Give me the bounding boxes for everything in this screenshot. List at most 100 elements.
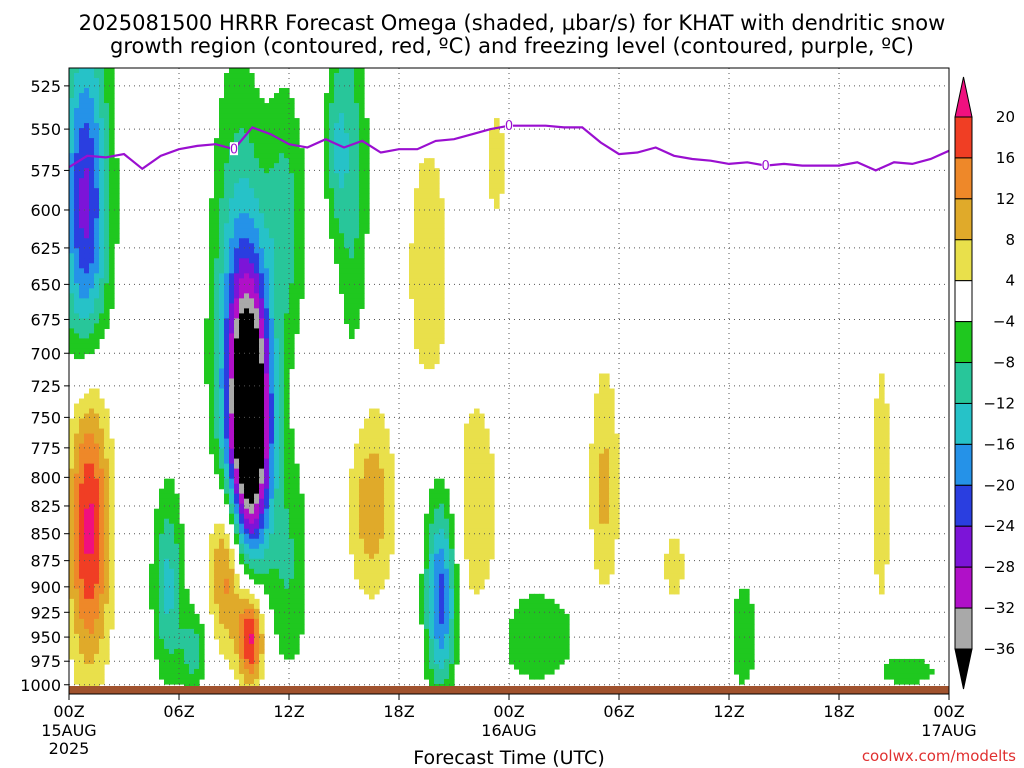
omega-cell xyxy=(249,78,255,84)
omega-cell xyxy=(214,608,220,615)
omega-cell xyxy=(214,258,220,264)
omega-cell xyxy=(279,113,285,119)
omega-cell xyxy=(354,278,360,284)
omega-cell xyxy=(434,578,440,585)
omega-cell xyxy=(604,413,610,420)
omega-cell xyxy=(149,583,155,590)
omega-cell xyxy=(69,318,75,325)
omega-cell xyxy=(274,408,280,415)
omega-cell xyxy=(164,548,170,555)
omega-cell xyxy=(599,558,605,565)
omega-cell xyxy=(474,513,480,520)
omega-cell xyxy=(94,608,100,615)
omega-cell xyxy=(429,168,435,174)
omega-cell xyxy=(359,158,365,164)
omega-cell xyxy=(254,313,260,319)
omega-cell xyxy=(69,113,75,119)
omega-cell xyxy=(99,308,105,314)
omega-cell xyxy=(229,288,235,294)
omega-cell xyxy=(219,433,225,440)
omega-cell xyxy=(264,303,270,309)
omega-cell xyxy=(369,408,375,415)
omega-cell xyxy=(239,223,245,229)
omega-cell xyxy=(104,593,110,600)
omega-cell xyxy=(369,583,375,590)
omega-cell xyxy=(389,523,395,530)
omega-cell xyxy=(364,158,370,164)
omega-cell xyxy=(514,608,520,615)
omega-cell xyxy=(219,288,225,294)
omega-cell xyxy=(234,158,240,164)
omega-cell xyxy=(359,553,365,560)
omega-cell xyxy=(274,623,280,630)
omega-cell xyxy=(274,168,280,174)
omega-cell xyxy=(224,498,230,505)
omega-cell xyxy=(99,313,105,319)
omega-cell xyxy=(374,488,380,495)
omega-cell xyxy=(594,398,600,405)
omega-cell xyxy=(209,433,215,440)
omega-cell xyxy=(194,653,200,660)
omega-cell xyxy=(434,358,440,365)
omega-cell xyxy=(599,523,605,530)
omega-cell xyxy=(344,108,350,114)
omega-cell xyxy=(274,593,280,600)
omega-cell xyxy=(294,523,300,530)
omega-cell xyxy=(604,528,610,535)
omega-cell xyxy=(254,508,260,515)
omega-cell xyxy=(454,573,460,580)
omega-cell xyxy=(239,478,245,485)
omega-cell xyxy=(99,523,105,530)
omega-cell xyxy=(269,553,275,560)
omega-cell xyxy=(84,513,90,520)
omega-cell xyxy=(879,398,885,405)
omega-cell xyxy=(449,628,455,635)
omega-cell xyxy=(269,388,275,395)
omega-cell xyxy=(284,103,290,109)
omega-cell xyxy=(284,573,290,580)
omega-cell xyxy=(109,543,115,550)
omega-cell xyxy=(159,543,165,550)
omega-cell xyxy=(604,408,610,415)
omega-cell xyxy=(74,598,80,605)
omega-cell xyxy=(274,228,280,234)
omega-cell xyxy=(479,528,485,535)
omega-cell xyxy=(239,548,245,555)
omega-cell xyxy=(284,578,290,585)
omega-cell xyxy=(249,373,255,380)
omega-cell xyxy=(284,653,290,660)
omega-cell xyxy=(234,388,240,395)
omega-cell xyxy=(94,108,100,114)
omega-cell xyxy=(284,143,290,149)
omega-cell xyxy=(289,298,295,304)
omega-cell xyxy=(174,578,180,585)
omega-cell xyxy=(89,643,95,650)
omega-cell xyxy=(229,558,235,565)
omega-cell xyxy=(479,538,485,545)
omega-cell xyxy=(434,628,440,635)
omega-cell xyxy=(229,328,235,335)
omega-cell xyxy=(334,188,340,194)
omega-cell xyxy=(89,73,95,79)
omega-cell xyxy=(434,593,440,600)
omega-cell xyxy=(284,198,290,204)
omega-cell xyxy=(94,393,100,400)
omega-cell xyxy=(109,168,115,174)
omega-cell xyxy=(279,408,285,415)
omega-cell xyxy=(69,198,75,204)
omega-cell xyxy=(284,188,290,194)
omega-cell xyxy=(879,543,885,550)
omega-cell xyxy=(254,513,260,520)
omega-cell xyxy=(219,608,225,615)
omega-cell xyxy=(464,493,470,500)
omega-cell xyxy=(79,568,85,575)
omega-cell xyxy=(284,428,290,435)
omega-cell xyxy=(369,558,375,565)
omega-cell xyxy=(349,488,355,495)
omega-cell xyxy=(74,563,80,570)
omega-cell xyxy=(274,588,280,595)
omega-cell xyxy=(454,653,460,660)
omega-cell xyxy=(349,543,355,550)
omega-cell xyxy=(244,213,250,219)
omega-cell xyxy=(474,578,480,585)
